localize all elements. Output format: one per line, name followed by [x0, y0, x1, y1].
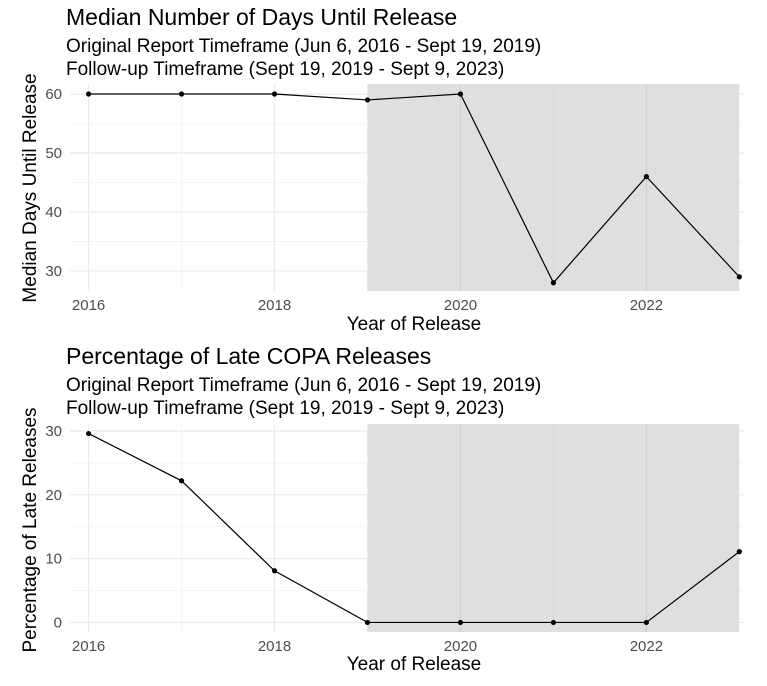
data-point	[85, 91, 92, 97]
x-axis-title: Year of Release	[347, 314, 482, 335]
chart-title: Median Number of Days Until Release	[66, 4, 457, 30]
series-line	[88, 433, 740, 624]
x-tick-label: 2018	[258, 297, 291, 314]
y-tick-label: 50	[45, 145, 62, 162]
y-axis-title: Percentage of Late Releases	[20, 407, 41, 652]
y-tick-label: 0	[54, 614, 62, 631]
y-tick-label: 60	[45, 86, 62, 103]
data-point	[643, 619, 649, 626]
chart-late-releases: Percentage of Late COPA Releases Origina…	[20, 343, 744, 675]
data-point	[271, 91, 278, 97]
x-tick-label: 2020	[444, 638, 477, 655]
x-axis-title: Year of Release	[347, 654, 482, 675]
data-point	[550, 280, 557, 286]
data-point	[457, 619, 464, 626]
chart-title: Percentage of Late COPA Releases	[66, 343, 431, 369]
x-tick-label: 2016	[72, 297, 105, 314]
y-tick-label: 30	[45, 423, 62, 440]
x-tick-label: 2022	[630, 638, 663, 655]
plot-area: 2016 2018 2020 2022 0 10 20 30	[45, 423, 744, 655]
data-point	[736, 549, 742, 555]
y-tick-label: 10	[45, 551, 62, 568]
x-tick-label: 2022	[630, 297, 663, 314]
plot-area: 2016 2018 2020 2022 30 40 50 60	[45, 84, 744, 314]
chart-median-days: Median Number of Days Until Release Orig…	[20, 4, 744, 335]
y-tick-label: 20	[45, 487, 62, 504]
x-tick-label: 2018	[258, 638, 291, 655]
chart-subtitle-line-2: Follow-up Timeframe (Sept 19, 2019 - Sep…	[66, 59, 504, 80]
y-axis-title: Median Days Until Release	[20, 73, 41, 302]
chart-subtitle-line-2: Follow-up Timeframe (Sept 19, 2019 - Sep…	[66, 398, 504, 419]
data-point	[364, 97, 371, 103]
series-line	[88, 93, 740, 284]
data-point	[85, 430, 92, 437]
chart-subtitle-line-1: Original Report Timeframe (Jun 6, 2016 -…	[66, 375, 541, 396]
x-tick-label: 2016	[72, 638, 105, 655]
data-point	[271, 568, 278, 574]
data-point	[736, 274, 742, 280]
data-point	[178, 91, 185, 97]
data-point	[178, 478, 185, 484]
chart-subtitle-line-1: Original Report Timeframe (Jun 6, 2016 -…	[66, 36, 541, 57]
y-tick-label: 40	[45, 204, 62, 221]
y-tick-label: 30	[45, 263, 62, 280]
x-tick-label: 2020	[444, 297, 477, 314]
data-point	[643, 173, 649, 180]
data-point	[457, 91, 464, 97]
data-point	[550, 619, 557, 626]
data-point	[364, 619, 371, 626]
